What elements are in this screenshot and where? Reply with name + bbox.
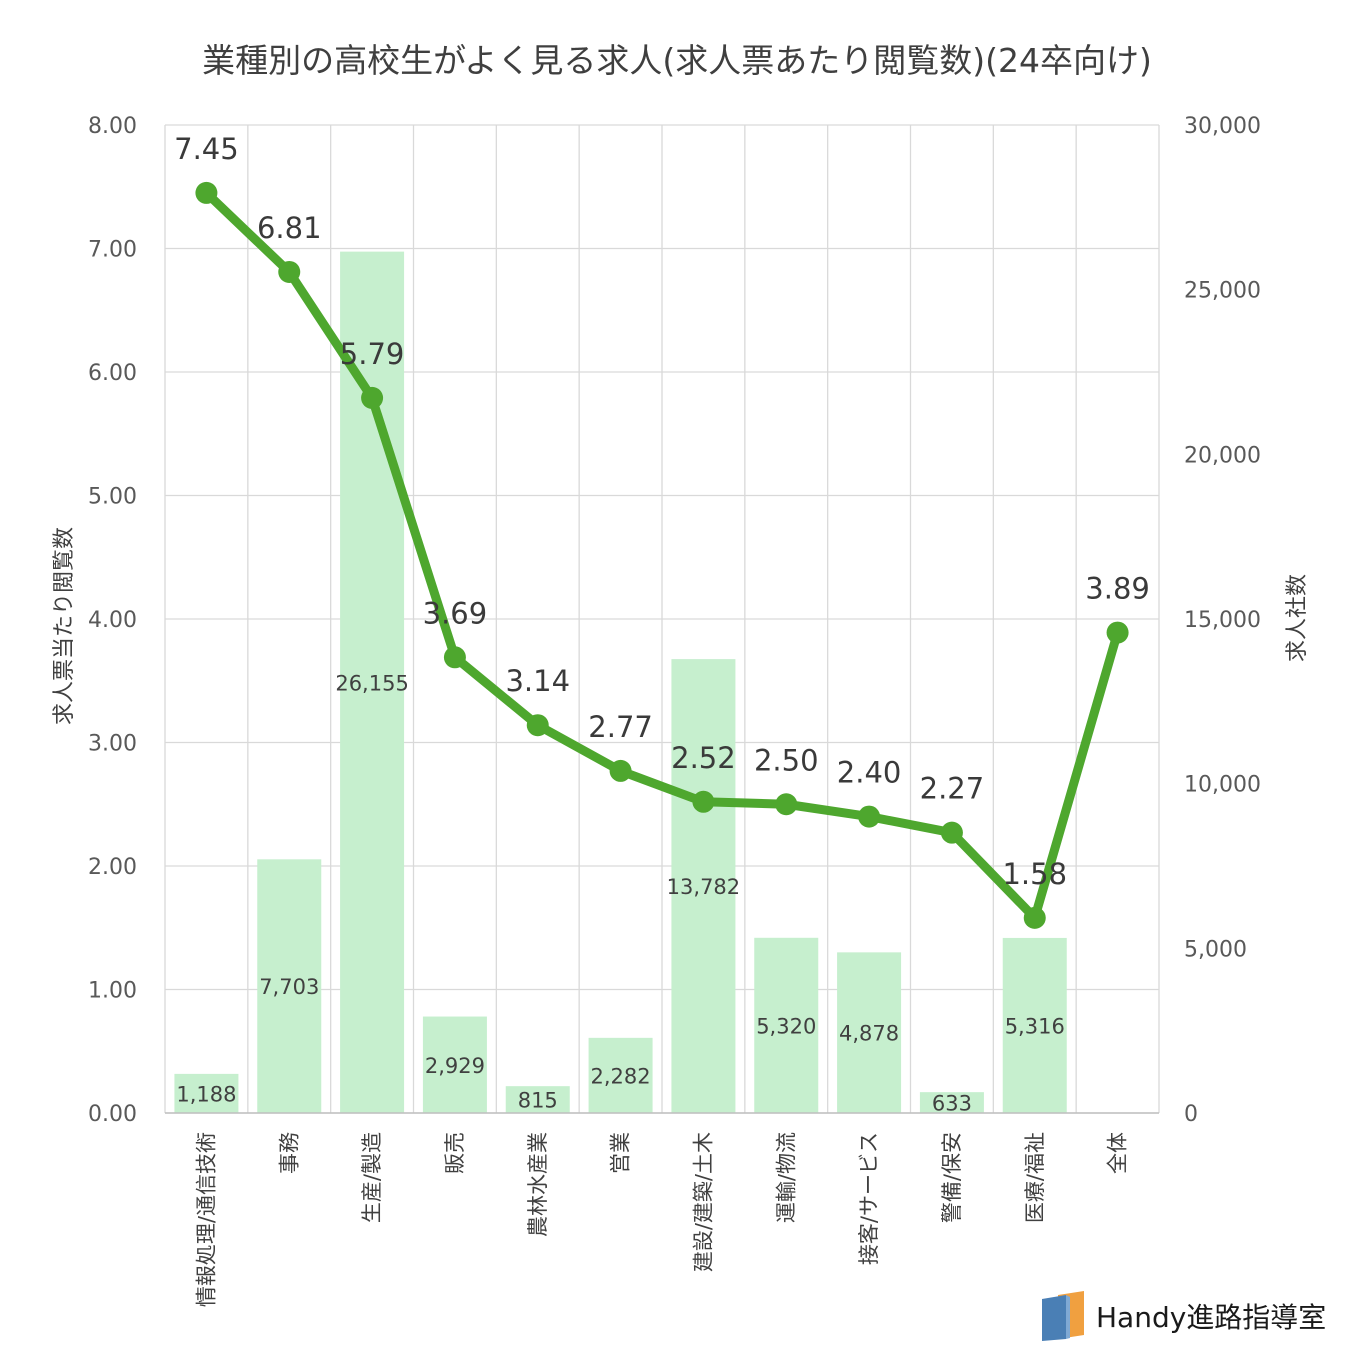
- bar: [505, 1086, 570, 1113]
- category-label: 事務: [277, 1132, 301, 1174]
- y-tick-label: 2.00: [88, 855, 137, 880]
- bar-data-label: 13,782: [667, 875, 740, 899]
- gridlines: [164, 124, 1160, 1114]
- y2-tick-label: 15,000: [1184, 608, 1261, 633]
- line-point: [195, 181, 218, 204]
- category-label: 接客/サービス: [857, 1132, 881, 1265]
- category-label: 医療/福祉: [1023, 1132, 1047, 1223]
- bar-data-label: 5,316: [1005, 1014, 1065, 1038]
- bar-data-label: 1,188: [176, 1082, 236, 1106]
- bar: [422, 1016, 487, 1113]
- line-point: [278, 260, 301, 283]
- line-point: [443, 646, 466, 669]
- line-path: [201, 188, 1123, 923]
- line-data-label: 3.14: [505, 664, 570, 698]
- category-label: 生産/製造: [360, 1132, 384, 1223]
- bar-data-labels: 1,188 7,703 26,155 2,929 815 2,282 13,782 5,320…: [176, 671, 1064, 1115]
- line-point: [1106, 621, 1129, 644]
- y2-tick-label: 20,000: [1184, 443, 1261, 468]
- bar: [257, 859, 322, 1113]
- line-data-label: 2.40: [837, 756, 902, 790]
- category-label: 営業: [609, 1132, 633, 1174]
- category-label: 警備/保安: [940, 1132, 964, 1223]
- y-tick-label: 4.00: [88, 608, 137, 633]
- line-point: [858, 805, 881, 828]
- line-data-labels: 7.45 6.81 5.79 3.69 3.14 2.77 2.52 2.50 2.40 2.27…: [174, 132, 1150, 891]
- line-data-label: 3.89: [1085, 572, 1150, 606]
- line-data-label: 1.58: [1002, 857, 1067, 891]
- line-point: [1023, 906, 1046, 929]
- line-data-label: 2.50: [754, 743, 819, 777]
- chart-title: 業種別の高校生がよく見る求人(求人票あたり閲覧数)(24卒向け): [202, 41, 1152, 80]
- bar-series: [174, 251, 1067, 1113]
- category-label: 情報処理/通信技術: [194, 1132, 218, 1307]
- bar-data-label: 26,155: [335, 671, 408, 695]
- line-data-label: 2.27: [920, 772, 985, 806]
- y-axis-title-left: 求人票当たり閲覧数: [52, 526, 77, 726]
- y2-tick-label: 25,000: [1184, 279, 1261, 304]
- y-tick-label: 3.00: [88, 732, 137, 757]
- book-logo-icon: [1042, 1291, 1084, 1341]
- line-data-label: 7.45: [174, 132, 239, 166]
- category-label: 建設/建築/土木: [691, 1132, 715, 1272]
- line-data-label: 2.77: [588, 710, 653, 744]
- line-point: [940, 821, 963, 844]
- bar-data-label: 815: [518, 1089, 558, 1113]
- y2-tick-label: 10,000: [1184, 773, 1261, 798]
- bar: [754, 937, 819, 1113]
- bar: [837, 952, 902, 1113]
- category-label: 全体: [1106, 1132, 1130, 1174]
- y-tick-label: 1.00: [88, 979, 137, 1004]
- line-data-label: 6.81: [257, 211, 322, 245]
- bar: [588, 1037, 653, 1113]
- category-label: 運輸/物流: [774, 1132, 798, 1223]
- bar: [919, 1092, 984, 1113]
- brand-name: Handy進路指導室: [1096, 1301, 1327, 1334]
- bar-data-label: 2,929: [425, 1054, 485, 1078]
- line-series: [195, 181, 1129, 929]
- line-data-label: 5.79: [340, 337, 405, 371]
- line-point: [609, 759, 632, 782]
- bar: [671, 659, 736, 1113]
- line-data-label: 3.69: [423, 596, 488, 630]
- y2-tick-label: 30,000: [1184, 114, 1261, 139]
- y2-tick-label: 5,000: [1184, 937, 1247, 962]
- category-label: 農林水産業: [526, 1132, 550, 1237]
- category-label: 販売: [443, 1132, 467, 1174]
- y-tick-label: 0.00: [88, 1102, 137, 1127]
- brand-logo: Handy進路指導室: [1040, 1288, 1326, 1344]
- y-tick-label: 5.00: [88, 485, 137, 510]
- line-point: [361, 386, 384, 409]
- axes: 0.00 1.00 2.00 3.00 4.00 5.00 6.00 7.00 8.00 0 5,0…: [88, 114, 1261, 1307]
- line-point: [526, 714, 549, 737]
- bar-data-label: 4,878: [839, 1022, 899, 1046]
- y-axis-title-right: 求人社数: [1285, 573, 1310, 663]
- line-data-label: 2.52: [671, 741, 736, 775]
- line-point: [775, 793, 798, 816]
- bar: [1002, 937, 1067, 1113]
- line-point: [692, 790, 715, 813]
- bar-data-label: 7,703: [259, 975, 319, 999]
- bar-data-label: 2,282: [591, 1064, 651, 1088]
- bar-data-label: 633: [932, 1092, 972, 1116]
- y-tick-label: 6.00: [88, 361, 137, 386]
- y-tick-label: 7.00: [88, 238, 137, 263]
- bar: [174, 1073, 239, 1113]
- bar-data-label: 5,320: [756, 1014, 816, 1038]
- y2-tick-label: 0: [1184, 1102, 1198, 1127]
- y-tick-label: 8.00: [88, 114, 137, 139]
